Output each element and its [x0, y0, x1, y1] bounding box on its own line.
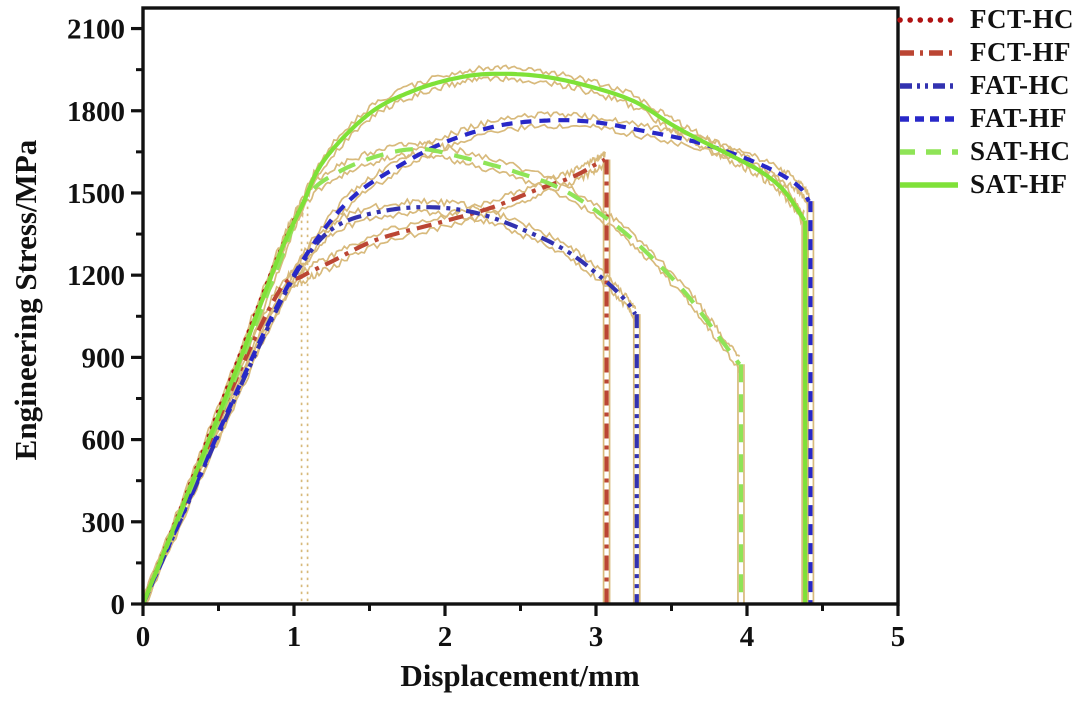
- x-tick-label: 5: [891, 621, 906, 653]
- legend-label: SAT-HC: [970, 136, 1071, 166]
- y-axis-label: Engineering Stress/MPa: [8, 139, 43, 461]
- x-tick-label: 1: [287, 621, 302, 653]
- x-axis-label: Displacement/mm: [400, 658, 640, 693]
- legend-label: FAT-HF: [970, 103, 1067, 133]
- x-tick-label: 3: [589, 621, 604, 653]
- legend-item-fat-hf: FAT-HF: [897, 102, 1080, 135]
- legend-label: FAT-HC: [970, 70, 1071, 100]
- legend-line-sample: [900, 49, 958, 56]
- x-tick-label: 4: [740, 621, 755, 653]
- y-tick-label: 2100: [67, 14, 125, 46]
- envelope-fat-hf: [142, 111, 810, 597]
- legend-item-fat-hc: FAT-HC: [897, 69, 1080, 102]
- y-tick-label: 600: [82, 425, 126, 457]
- y-tick-label: 0: [111, 589, 126, 621]
- legend-item-fct-hc: FCT-HC: [897, 3, 1080, 36]
- envelope-fct-hf: [142, 161, 606, 606]
- series-curve-fct-hf: [141, 157, 607, 605]
- y-tick-label: 1500: [67, 178, 125, 210]
- legend-item-sat-hc: SAT-HC: [897, 135, 1080, 168]
- envelope-fat-hc: [142, 197, 637, 599]
- legend-line-sample: [900, 82, 958, 89]
- legend-line-sample: [900, 148, 958, 155]
- legend-label: FCT-HC: [970, 4, 1075, 34]
- legend-label: FCT-HF: [970, 37, 1072, 67]
- legend-item-fct-hf: FCT-HF: [897, 36, 1080, 69]
- legend-label: SAT-HF: [970, 169, 1068, 199]
- x-tick-label: 2: [438, 621, 453, 653]
- series-curve-sat-hc: [141, 146, 742, 605]
- envelope-sat-hf: [143, 74, 806, 606]
- envelope-sat-hf: [142, 64, 806, 601]
- plot-frame: [141, 6, 900, 606]
- envelope-fat-hc: [143, 208, 637, 606]
- x-tick-label: 0: [136, 621, 151, 653]
- y-tick-label: 300: [82, 507, 126, 539]
- legend-line-sample: [900, 115, 958, 122]
- legend: FCT-HC FCT-HF FAT-HC FAT-HF SAT-HC SAT-HF: [897, 3, 1080, 201]
- legend-line-sample: [897, 16, 961, 23]
- legend-line-sample: [900, 181, 958, 188]
- y-tick-label: 900: [82, 342, 126, 374]
- y-tick-label: 1200: [67, 260, 125, 292]
- y-tick-label: 1800: [67, 96, 125, 128]
- series-curve-fat-hc: [141, 205, 638, 605]
- series-curve-fat-hf: [141, 118, 811, 605]
- legend-item-sat-hf: SAT-HF: [897, 168, 1080, 201]
- series-curve-sat-hf: [141, 71, 807, 605]
